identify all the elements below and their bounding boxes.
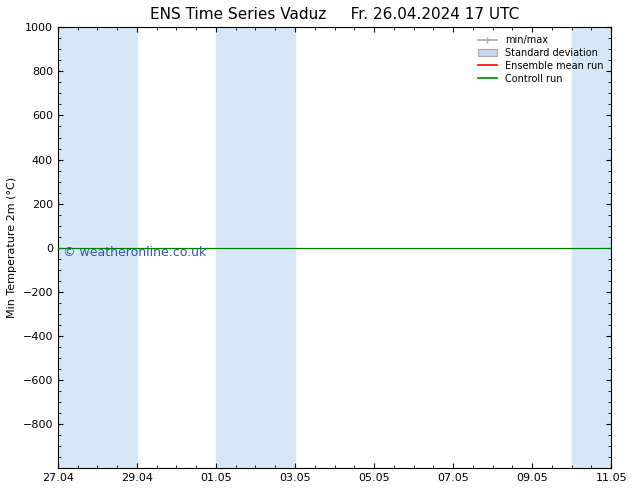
Text: © weatheronline.co.uk: © weatheronline.co.uk [63, 246, 207, 259]
Legend: min/max, Standard deviation, Ensemble mean run, Controll run: min/max, Standard deviation, Ensemble me… [474, 31, 607, 88]
Title: ENS Time Series Vaduz     Fr. 26.04.2024 17 UTC: ENS Time Series Vaduz Fr. 26.04.2024 17 … [150, 7, 519, 22]
Bar [256, 27, 295, 468]
Bar [58, 27, 98, 468]
Bar [216, 27, 256, 468]
Bar [572, 27, 611, 468]
Bar [98, 27, 137, 468]
Y-axis label: Min Temperature 2m (°C): Min Temperature 2m (°C) [7, 177, 17, 318]
